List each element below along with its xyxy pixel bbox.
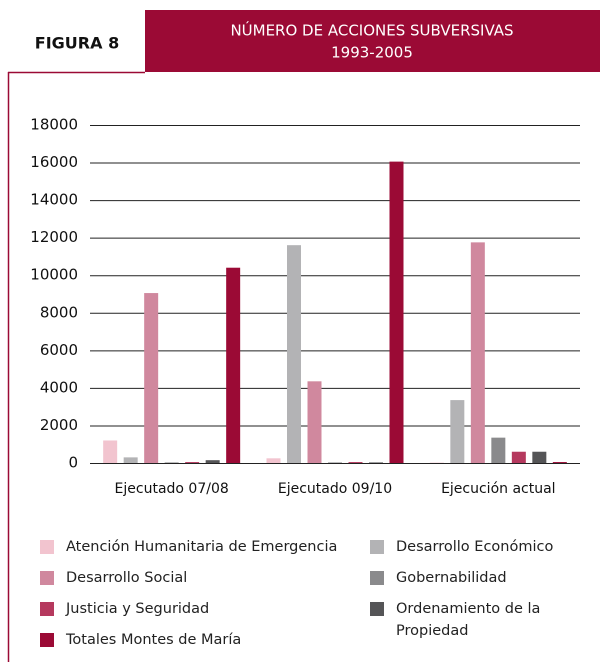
x-tick-label: Ejecutado 09/10 [278,481,392,497]
legend-item: Ordenamiento de la Propiedad [370,598,571,642]
legend-item: Totales Montes de María [40,629,366,651]
y-tick-label: 10000 [30,266,78,284]
bar [491,437,506,463]
bar [307,381,322,463]
legend-swatch [40,633,54,647]
y-tick-label: 4000 [40,378,78,396]
y-tick-label: 16000 [30,153,78,171]
bar [450,400,465,463]
y-tick-label: 18000 [30,116,78,134]
legend-swatch [370,540,384,554]
y-tick-label: 8000 [40,303,78,321]
bar [532,451,547,463]
chart-subtitle: 1993-2005 [331,44,413,62]
legend-item: Justicia y Seguridad [40,598,366,620]
legend-label: Desarrollo Social [66,570,188,586]
title-band [145,10,600,72]
bar [552,462,567,463]
legend-label: Justicia y Seguridad [66,601,210,617]
y-tick-label: 0 [68,454,78,472]
legend-item: Desarrollo Económico [370,536,571,558]
bar [287,245,301,463]
legend-swatch [40,571,54,585]
y-tick-label: 6000 [40,341,78,359]
bar [226,267,241,463]
bar [389,161,404,463]
legend-label: Totales Montes de María [66,632,242,648]
legend-swatch [40,540,54,554]
legend-swatch [40,602,54,616]
y-tick-label: 14000 [30,191,78,209]
figure-label: FIGURA 8 [35,34,119,53]
bar [511,451,526,463]
y-tick-label: 12000 [30,228,78,246]
legend-item: Atención Humanitaria de Emergencia [40,536,366,558]
legend-label: Atención Humanitaria de Emergencia [66,539,338,555]
bar [123,457,138,463]
chart-title: NÚMERO DE ACCIONES SUBVERSIVAS [230,21,513,40]
bar [470,242,485,463]
legend-label: Ordenamiento de la Propiedad [396,601,541,639]
legend-item: Desarrollo Social [40,567,366,589]
legend-item: Gobernabilidad [370,567,571,589]
bar [144,293,159,463]
bar [266,458,281,463]
bar [348,462,363,463]
legend-swatch [370,602,384,616]
y-tick-label: 2000 [40,416,78,434]
bar [205,460,220,463]
legend-swatch [370,571,384,585]
x-tick-label: Ejecución actual [441,481,556,497]
x-tick-label: Ejecutado 07/08 [115,481,229,497]
legend-label: Gobernabilidad [396,570,507,586]
bar [369,462,383,463]
legend-label: Desarrollo Económico [396,539,554,555]
bar [185,462,200,463]
bar [328,462,342,463]
bar [103,440,118,463]
bar [164,462,179,463]
